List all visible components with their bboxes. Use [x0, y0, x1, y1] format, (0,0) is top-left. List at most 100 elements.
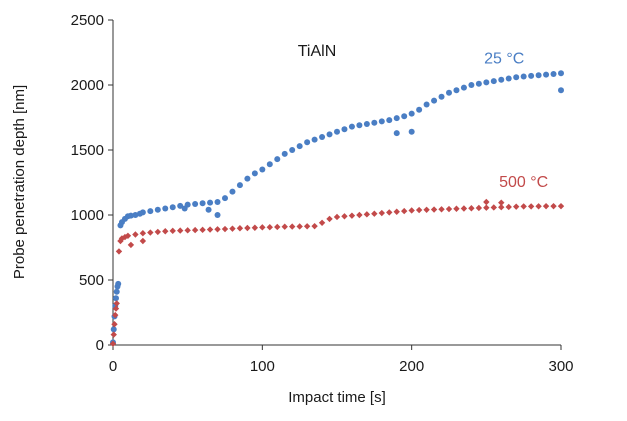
- data-point: [191, 226, 199, 234]
- data-point: [483, 204, 490, 211]
- data-point: [214, 226, 221, 233]
- data-point: [169, 204, 176, 211]
- data-point: [438, 93, 445, 100]
- data-point: [475, 204, 483, 212]
- data-point: [558, 87, 564, 94]
- data-point: [132, 231, 139, 238]
- data-point: [348, 212, 356, 219]
- x-tick-label: 100: [250, 358, 275, 375]
- data-point: [371, 119, 378, 126]
- data-point: [311, 222, 318, 230]
- data-point: [162, 228, 169, 235]
- data-point: [112, 305, 120, 312]
- data-point: [513, 203, 520, 210]
- axes: [112, 20, 561, 346]
- data-point: [177, 227, 184, 234]
- x-axis-label: Impact time [s]: [288, 389, 386, 406]
- data-point: [251, 224, 259, 231]
- data-point: [453, 205, 460, 212]
- data-point: [127, 212, 134, 219]
- data-point: [326, 215, 333, 223]
- data-point: [505, 75, 512, 82]
- data-point: [460, 84, 467, 91]
- data-point: [334, 128, 340, 135]
- data-point: [326, 131, 333, 138]
- data-point: [112, 295, 119, 302]
- data-point: [498, 204, 505, 211]
- data-point: [535, 203, 542, 210]
- data-point: [259, 224, 266, 231]
- data-point: [154, 228, 161, 236]
- data-point: [117, 237, 124, 245]
- data-point: [348, 123, 355, 130]
- data-point: [341, 126, 348, 133]
- data-point: [181, 205, 188, 212]
- data-point: [244, 224, 251, 232]
- data-point: [431, 97, 438, 104]
- data-point: [423, 101, 430, 108]
- data-point: [162, 205, 169, 212]
- y-tick-label: 2500: [71, 12, 104, 29]
- data-point: [222, 195, 228, 202]
- data-point: [229, 225, 236, 232]
- data-point: [214, 212, 221, 218]
- series-25c: [110, 70, 564, 346]
- x-tick-label: 300: [548, 358, 573, 375]
- data-point: [490, 204, 497, 211]
- data-point: [236, 182, 243, 189]
- data-point: [528, 72, 535, 79]
- data-point: [266, 224, 273, 231]
- series-labels: 25 °C 500 °C: [484, 51, 548, 192]
- data-point: [112, 311, 119, 319]
- data-point: [416, 106, 423, 113]
- series-500c: [109, 198, 565, 347]
- data-point: [363, 121, 370, 127]
- data-point: [483, 79, 490, 86]
- data-point: [378, 118, 385, 125]
- data-point: [333, 213, 341, 221]
- data-point: [154, 206, 161, 213]
- data-point: [558, 70, 564, 77]
- data-point: [408, 110, 415, 117]
- y-tick-label: 1500: [71, 142, 104, 159]
- y-tick-label: 500: [79, 272, 104, 289]
- x-tick-label: 0: [109, 358, 117, 375]
- data-point: [289, 147, 296, 153]
- series-label: 25 °C: [484, 51, 524, 68]
- data-point: [520, 203, 527, 210]
- plot-area: [109, 70, 565, 347]
- data-point: [274, 156, 281, 163]
- data-point: [415, 206, 423, 214]
- data-point: [229, 188, 236, 195]
- y-axis-label: Probe penetration depth [nm]: [11, 85, 28, 279]
- data-point: [356, 122, 363, 129]
- x-tick-label: 200: [399, 358, 424, 375]
- data-point: [113, 288, 120, 295]
- data-point: [281, 150, 288, 157]
- data-point: [303, 223, 311, 230]
- data-point: [115, 248, 123, 255]
- y-tick-label: 0: [96, 337, 104, 354]
- data-point: [498, 76, 505, 83]
- data-point: [438, 206, 445, 213]
- data-point: [468, 205, 475, 212]
- data-point: [184, 227, 191, 234]
- data-point: [393, 130, 400, 137]
- data-point: [430, 206, 438, 213]
- data-point: [296, 143, 303, 150]
- series-label: 500 °C: [499, 174, 548, 191]
- data-point: [110, 326, 117, 333]
- data-point: [221, 225, 229, 233]
- data-point: [177, 202, 184, 209]
- chart-annotation: TiAlN: [298, 43, 337, 60]
- data-point: [408, 128, 415, 135]
- data-point: [127, 241, 135, 249]
- data-point: [453, 87, 460, 94]
- data-point: [115, 280, 122, 287]
- data-point: [236, 225, 244, 232]
- data-point: [542, 202, 550, 210]
- data-point: [251, 170, 258, 177]
- y-tick-label: 1000: [71, 207, 104, 224]
- data-point: [304, 139, 311, 146]
- data-point: [296, 223, 303, 230]
